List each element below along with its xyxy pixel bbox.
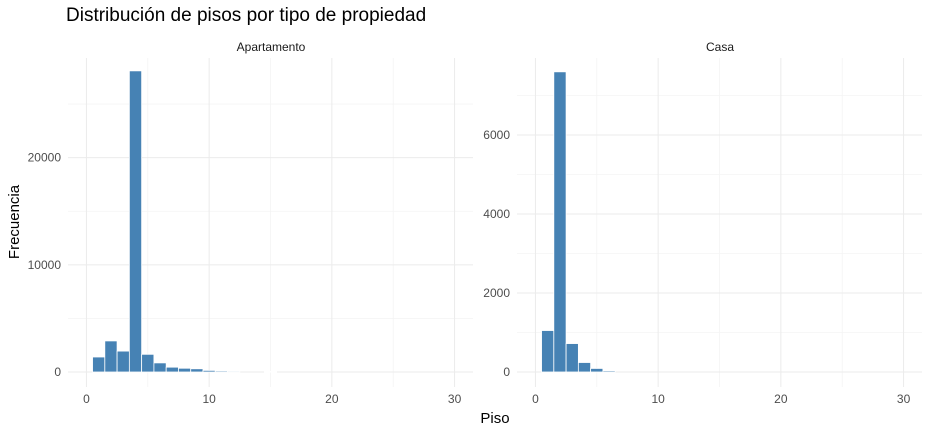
histogram-bar: [553, 71, 567, 373]
y-tick-label: 2000: [483, 286, 510, 300]
y-axis-title: Frecuencia: [6, 184, 23, 259]
histogram-bar: [602, 370, 616, 373]
chart-title: Distribución de pisos por tipo de propie…: [66, 5, 426, 26]
histogram-bar: [577, 362, 592, 373]
panel-casa: Casa 0 10 20 30 0 2000 4000 6000: [483, 40, 922, 406]
x-tick-label: 30: [897, 392, 911, 406]
histogram-bar: [227, 370, 241, 373]
histogram-bar: [153, 362, 167, 373]
x-tick-label: 10: [202, 392, 216, 406]
bars-apartamento: [92, 70, 278, 373]
histogram-bar: [128, 70, 143, 373]
panel-apartamento: Apartamento 0 10 20 30 0 10000 20000: [28, 40, 473, 406]
x-tick-label: 30: [448, 392, 462, 406]
grid-casa: [517, 58, 922, 387]
y-tick-label: 20000: [28, 151, 62, 165]
x-tick-label: 20: [325, 392, 339, 406]
bars-casa: [541, 71, 616, 373]
x-tick-label: 0: [83, 392, 90, 406]
histogram-bar: [541, 330, 555, 373]
histogram-bar: [202, 369, 216, 373]
histogram-bar: [116, 350, 130, 373]
histogram-bar: [263, 370, 278, 373]
histogram-bar: [92, 356, 106, 373]
x-tick-label: 0: [532, 392, 539, 406]
x-tick-label: 10: [651, 392, 665, 406]
grid-apartamento: [68, 58, 473, 387]
y-tick-label: 0: [54, 365, 61, 379]
y-tick-label: 10000: [28, 258, 62, 272]
panel-strip-label-apartamento: Apartamento: [237, 40, 306, 54]
x-tick-label: 20: [774, 392, 788, 406]
y-tick-label: 6000: [483, 128, 510, 142]
histogram-bar: [214, 370, 228, 373]
y-tick-label: 0: [503, 365, 510, 379]
histogram-bar: [190, 368, 204, 373]
x-axis-title: Piso: [480, 410, 509, 427]
histogram-bar: [104, 340, 118, 373]
histogram-bar: [178, 367, 192, 373]
panel-strip-label-casa: Casa: [706, 40, 734, 54]
histogram-bar: [590, 368, 604, 373]
histogram-bar: [141, 353, 155, 373]
histogram-bar: [565, 343, 579, 373]
histogram-bar: [165, 366, 179, 373]
y-tick-label: 4000: [483, 207, 510, 221]
